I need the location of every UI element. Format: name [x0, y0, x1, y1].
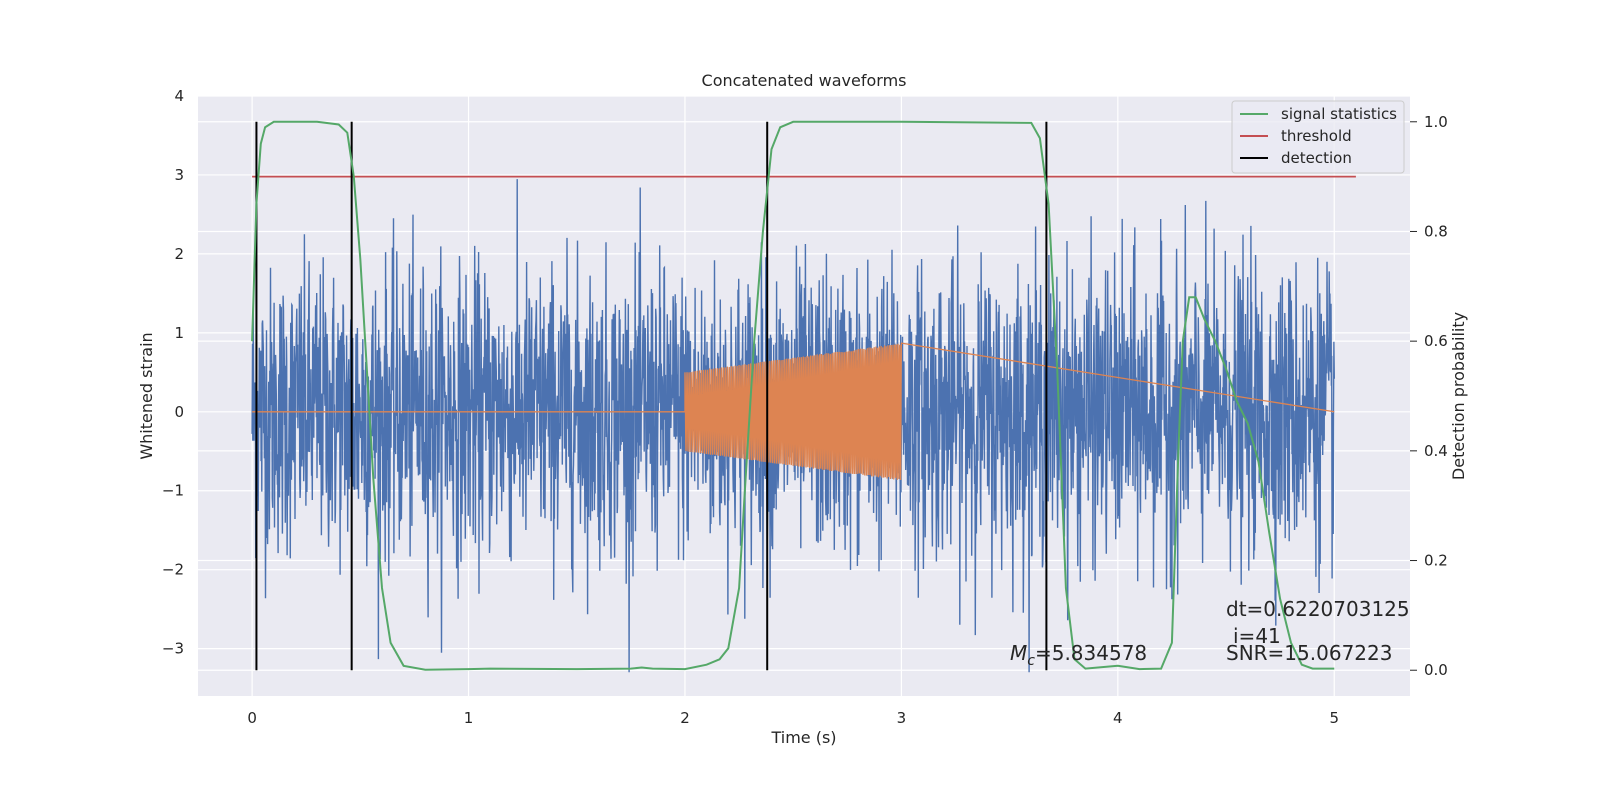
- series-chirp-line: [252, 342, 1335, 481]
- legend-label-detection: detection: [1281, 149, 1352, 167]
- annotation-chirp-mass-subscript: c: [1027, 653, 1035, 669]
- y-axis-title: Whitened strain: [137, 332, 156, 459]
- y2-tick-label-4: 0.8: [1424, 222, 1448, 240]
- series-signal-statistics-line: [251, 120, 1335, 671]
- y2-tick-label-0: 0.0: [1424, 661, 1448, 679]
- x-tick-label-5: 5: [1329, 709, 1339, 727]
- x-tick-label-2: 2: [680, 709, 690, 727]
- y2-tick-label-2: 0.4: [1424, 442, 1448, 460]
- annotation-chirp-mass-symbol: M: [1010, 641, 1027, 665]
- y-tick-label-7: 4: [174, 87, 184, 105]
- y2-axis-title: Detection probability: [1449, 312, 1468, 480]
- legend: signal statistics threshold detection: [1231, 100, 1405, 174]
- y-tick-label-1: −2: [162, 561, 184, 579]
- annotation-chirp-mass: Mc=5.834578: [1010, 641, 1147, 669]
- x-tick-label-4: 4: [1113, 709, 1123, 727]
- y2-tick-label-5: 1.0: [1424, 113, 1448, 131]
- y-tick-label-4: 1: [174, 324, 184, 342]
- annotations: dt=0.6220703125 i=41 SNR=15.067223 Mc=5.…: [1010, 597, 1410, 669]
- y-tick-label-0: −3: [162, 640, 184, 658]
- x-tick-label-1: 1: [464, 709, 474, 727]
- y-tick-label-2: −1: [162, 482, 184, 500]
- series-layer: [251, 120, 1356, 673]
- chart-title: Concatenated waveforms: [702, 71, 907, 90]
- x-tick-label-3: 3: [897, 709, 907, 727]
- legend-label-signal-statistics: signal statistics: [1281, 105, 1397, 123]
- y2-tick-label-1: 0.2: [1424, 552, 1448, 570]
- y-tick-label-5: 2: [174, 245, 184, 263]
- annotation-snr: SNR=15.067223: [1226, 641, 1392, 665]
- y-tick-label-3: 0: [174, 403, 184, 421]
- y2-tick-label-3: 0.6: [1424, 332, 1448, 350]
- legend-box: [1231, 100, 1405, 174]
- annotation-i: i=41: [1233, 624, 1281, 648]
- ticks: 0 1 2 3 4 5 −3 −2 −1 0 1 2 3 4 0.0 0.2 0.4 0.6 0.8 1.0: [162, 87, 1448, 727]
- x-tick-label-0: 0: [247, 709, 257, 727]
- y-tick-label-6: 3: [174, 166, 184, 184]
- annotation-dt: dt=0.6220703125: [1226, 597, 1410, 621]
- annotation-chirp-mass-value: =5.834578: [1035, 641, 1147, 665]
- legend-label-threshold: threshold: [1281, 127, 1352, 145]
- x-axis-title: Time (s): [770, 728, 836, 747]
